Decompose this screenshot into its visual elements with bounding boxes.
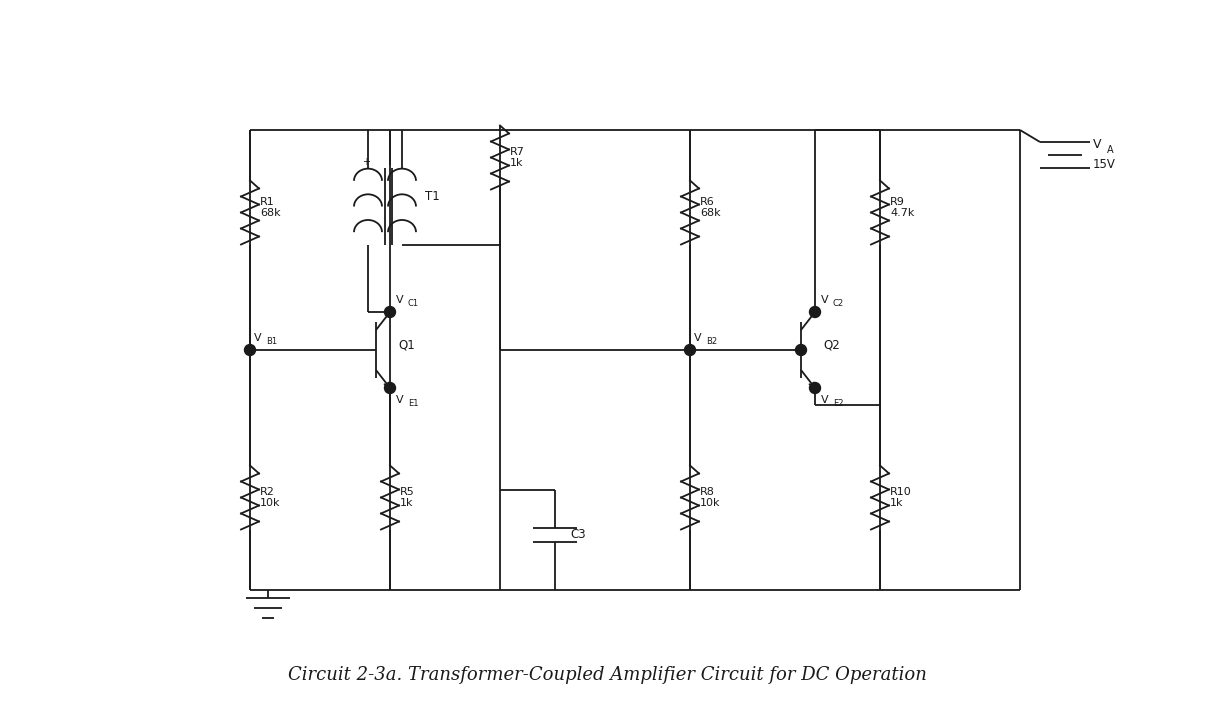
Text: A: A: [1107, 145, 1113, 155]
Text: B1: B1: [266, 337, 277, 346]
Circle shape: [385, 382, 396, 394]
Text: E2: E2: [833, 399, 844, 408]
Text: R10
1k: R10 1k: [890, 487, 912, 508]
Text: R7
1k: R7 1k: [510, 147, 524, 168]
Circle shape: [385, 307, 396, 318]
Text: E1: E1: [408, 399, 419, 408]
Text: T1: T1: [425, 190, 439, 203]
Text: V: V: [254, 333, 262, 343]
Circle shape: [244, 344, 255, 356]
Text: C2: C2: [833, 299, 844, 308]
Text: V: V: [821, 395, 829, 405]
Text: Q1: Q1: [398, 338, 415, 351]
Text: C3: C3: [571, 528, 585, 541]
Text: R1
68k: R1 68k: [260, 197, 280, 218]
Text: V: V: [821, 295, 829, 305]
Text: V: V: [396, 395, 403, 405]
Text: R9
4.7k: R9 4.7k: [890, 197, 914, 218]
Text: V: V: [1093, 138, 1101, 150]
Text: C1: C1: [408, 299, 419, 308]
Text: +: +: [362, 157, 370, 167]
Text: R5
1k: R5 1k: [399, 487, 415, 508]
Text: R6
68k: R6 68k: [700, 197, 721, 218]
Circle shape: [810, 307, 821, 318]
Text: B2: B2: [707, 337, 717, 346]
Circle shape: [685, 344, 696, 356]
Text: R8
10k: R8 10k: [700, 487, 720, 508]
Circle shape: [795, 344, 806, 356]
Text: 15V: 15V: [1093, 158, 1116, 171]
Text: R2
10k: R2 10k: [260, 487, 280, 508]
Text: Circuit 2-3a. Transformer-Coupled Amplifier Circuit for DC Operation: Circuit 2-3a. Transformer-Coupled Amplif…: [288, 666, 926, 684]
Text: V: V: [694, 333, 702, 343]
Circle shape: [810, 382, 821, 394]
Text: V: V: [396, 295, 403, 305]
Text: Q2: Q2: [823, 338, 840, 351]
